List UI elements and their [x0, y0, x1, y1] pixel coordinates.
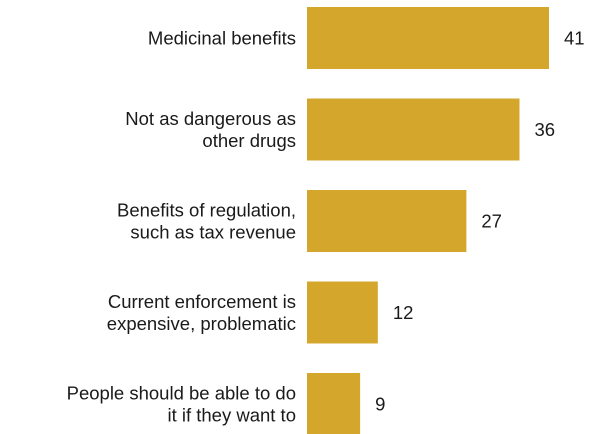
- category-labels-layer: Medicinal benefits Not as dangerous asoth…: [67, 28, 296, 426]
- value-label-4: 9: [375, 394, 385, 415]
- category-label-4-line-1: it if they want to: [167, 405, 296, 426]
- category-label-2-line-0: Benefits of regulation,: [117, 200, 296, 221]
- bar-2: [307, 190, 467, 252]
- value-labels-layer: 41 36 27 12 9: [375, 28, 584, 415]
- category-label-4-line-0: People should be able to do: [67, 383, 296, 404]
- category-label-1-line-0: Not as dangerous as: [125, 108, 296, 129]
- value-label-2: 27: [481, 211, 502, 232]
- category-label-1-line-1: other drugs: [202, 130, 296, 151]
- category-label-2-line-1: such as tax revenue: [130, 222, 296, 243]
- category-label-0-line-0: Medicinal benefits: [148, 28, 296, 49]
- bar-0: [307, 7, 549, 69]
- value-label-1: 36: [534, 119, 555, 140]
- category-label-3-line-0: Current enforcement is: [108, 291, 296, 312]
- category-label-3-line-1: expensive, problematic: [107, 313, 296, 334]
- bars-layer: [307, 7, 549, 434]
- bar-1: [307, 98, 520, 161]
- value-label-0: 41: [564, 28, 585, 49]
- bar-3: [307, 281, 378, 344]
- value-label-3: 12: [393, 302, 414, 323]
- bar-4: [307, 373, 361, 434]
